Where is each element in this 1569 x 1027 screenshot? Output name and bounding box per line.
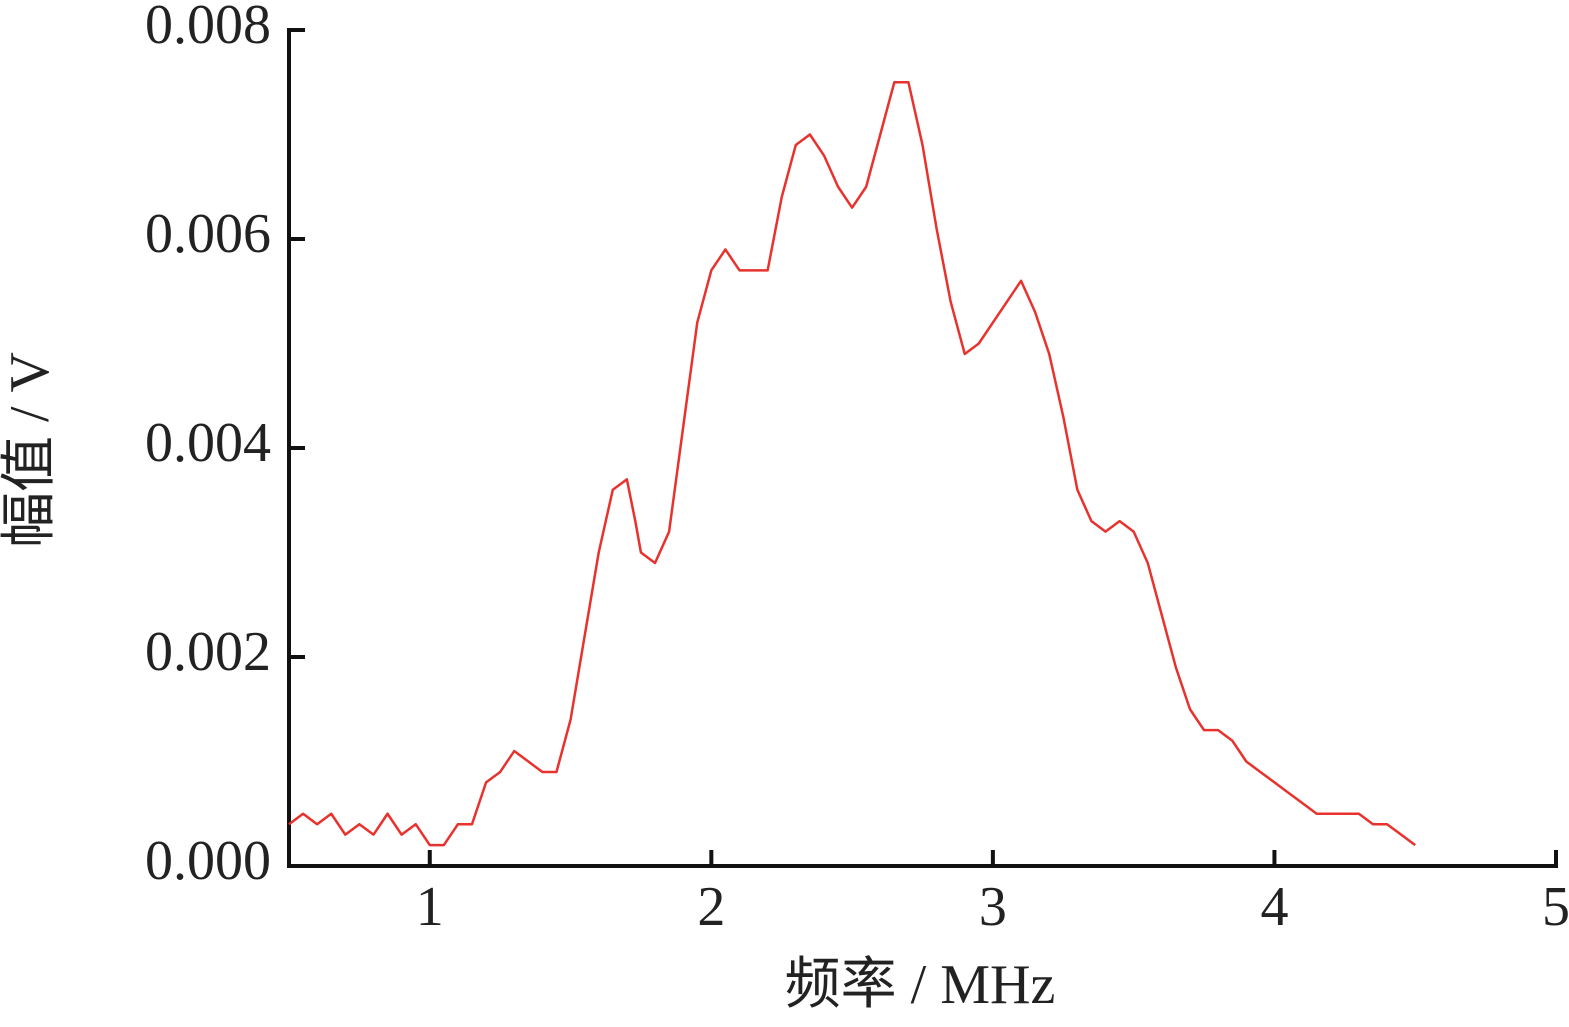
y-tick-label: 0.002 [145, 621, 271, 683]
x-tick-label: 5 [1542, 876, 1569, 938]
y-tick-label: 0.008 [145, 0, 271, 56]
x-tick-label: 3 [979, 876, 1007, 938]
data-line [288, 81, 1416, 847]
x-tick-label: 1 [416, 876, 444, 938]
y-tick-label: 0.004 [145, 412, 271, 474]
x-tick-label: 2 [697, 876, 725, 938]
y-tick-label: 0.006 [145, 203, 271, 265]
x-tick-label: 4 [1260, 876, 1288, 938]
y-axis-label: 幅值 / V [0, 352, 61, 548]
x-axis-label: 频率 / MHz [785, 954, 1056, 1016]
y-tick-label: 0.000 [145, 830, 271, 892]
